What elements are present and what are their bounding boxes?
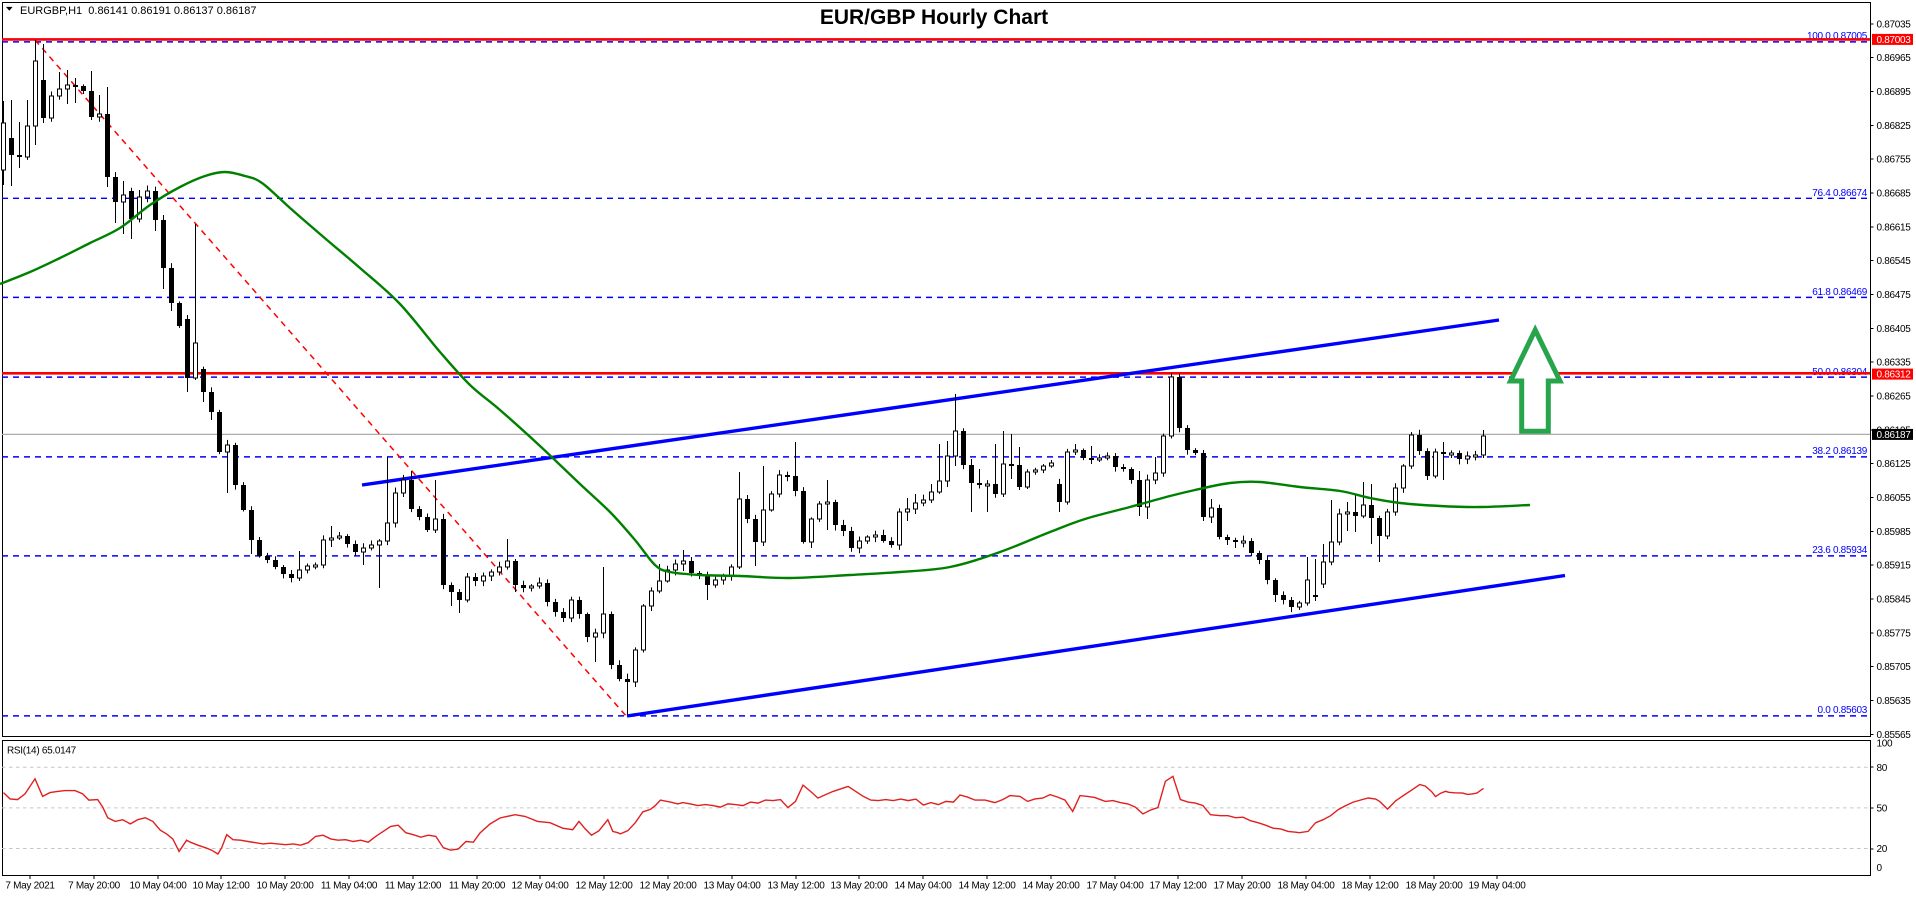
svg-text:0.86312: 0.86312 <box>1877 370 1912 381</box>
svg-text:13 May 12:00: 13 May 12:00 <box>768 881 826 892</box>
svg-text:RSI(14) 65.0147: RSI(14) 65.0147 <box>7 746 77 757</box>
svg-text:18 May 12:00: 18 May 12:00 <box>1342 881 1400 892</box>
svg-text:0.86545: 0.86545 <box>1877 256 1912 267</box>
svg-text:50: 50 <box>1877 803 1888 814</box>
svg-text:0.85845: 0.85845 <box>1877 595 1912 606</box>
svg-text:17 May 04:00: 17 May 04:00 <box>1087 881 1145 892</box>
svg-text:0.86825: 0.86825 <box>1877 121 1912 132</box>
svg-text:0.86895: 0.86895 <box>1877 87 1912 98</box>
svg-text:20: 20 <box>1877 844 1888 855</box>
svg-text:10 May 20:00: 10 May 20:00 <box>257 881 315 892</box>
svg-text:18 May 20:00: 18 May 20:00 <box>1406 881 1464 892</box>
svg-text:10 May 12:00: 10 May 12:00 <box>193 881 251 892</box>
svg-text:EURGBP,H1 0.86141 0.86191 0.8: EURGBP,H1 0.86141 0.86191 0.86137 0.8618… <box>20 5 256 17</box>
svg-text:0.85705: 0.85705 <box>1877 662 1912 673</box>
svg-text:11 May 04:00: 11 May 04:00 <box>321 881 378 892</box>
svg-text:61.8 0.86469: 61.8 0.86469 <box>1812 287 1868 298</box>
svg-text:7 May 2021: 7 May 2021 <box>5 881 55 892</box>
svg-text:17 May 20:00: 17 May 20:00 <box>1214 881 1272 892</box>
svg-text:7 May 20:00: 7 May 20:00 <box>68 881 120 892</box>
svg-text:23.6 0.85934: 23.6 0.85934 <box>1812 545 1868 556</box>
svg-text:EUR/GBP Hourly Chart: EUR/GBP Hourly Chart <box>820 6 1048 29</box>
svg-text:12 May 04:00: 12 May 04:00 <box>512 881 570 892</box>
svg-text:14 May 12:00: 14 May 12:00 <box>959 881 1017 892</box>
svg-text:18 May 04:00: 18 May 04:00 <box>1278 881 1336 892</box>
svg-text:100.0 0.87005: 100.0 0.87005 <box>1807 31 1868 42</box>
svg-text:0.87035: 0.87035 <box>1877 19 1912 30</box>
svg-text:12 May 20:00: 12 May 20:00 <box>640 881 698 892</box>
svg-text:12 May 12:00: 12 May 12:00 <box>576 881 634 892</box>
svg-text:0.87003: 0.87003 <box>1877 35 1912 46</box>
svg-text:0.0 0.85603: 0.0 0.85603 <box>1817 705 1867 716</box>
svg-text:0.86335: 0.86335 <box>1877 358 1912 369</box>
svg-text:0.86615: 0.86615 <box>1877 222 1912 233</box>
svg-text:11 May 20:00: 11 May 20:00 <box>449 881 506 892</box>
svg-text:38.2 0.86139: 38.2 0.86139 <box>1812 446 1868 457</box>
svg-text:0.86475: 0.86475 <box>1877 290 1912 301</box>
svg-text:14 May 04:00: 14 May 04:00 <box>895 881 953 892</box>
svg-text:0.86055: 0.86055 <box>1877 493 1912 504</box>
svg-text:0.86685: 0.86685 <box>1877 189 1912 200</box>
svg-text:0.86965: 0.86965 <box>1877 53 1912 64</box>
svg-text:0.86755: 0.86755 <box>1877 155 1912 166</box>
svg-text:0.86265: 0.86265 <box>1877 392 1912 403</box>
svg-text:0.85565: 0.85565 <box>1877 730 1912 741</box>
svg-text:0.85775: 0.85775 <box>1877 628 1912 639</box>
svg-text:100: 100 <box>1877 739 1894 750</box>
svg-text:10 May 04:00: 10 May 04:00 <box>130 881 188 892</box>
svg-text:0: 0 <box>1877 863 1883 874</box>
svg-text:0.86125: 0.86125 <box>1877 459 1912 470</box>
svg-text:80: 80 <box>1877 763 1888 774</box>
svg-text:17 May 12:00: 17 May 12:00 <box>1150 881 1208 892</box>
svg-text:11 May 12:00: 11 May 12:00 <box>385 881 442 892</box>
svg-text:14 May 20:00: 14 May 20:00 <box>1023 881 1081 892</box>
svg-text:0.85915: 0.85915 <box>1877 561 1912 572</box>
svg-text:13 May 20:00: 13 May 20:00 <box>831 881 889 892</box>
svg-text:19 May 04:00: 19 May 04:00 <box>1469 881 1527 892</box>
svg-text:0.86187: 0.86187 <box>1877 430 1912 441</box>
svg-text:76.4 0.86674: 76.4 0.86674 <box>1812 188 1868 199</box>
svg-text:0.85985: 0.85985 <box>1877 527 1912 538</box>
svg-text:0.86405: 0.86405 <box>1877 324 1912 335</box>
svg-text:0.85635: 0.85635 <box>1877 696 1912 707</box>
svg-text:13 May 04:00: 13 May 04:00 <box>704 881 762 892</box>
